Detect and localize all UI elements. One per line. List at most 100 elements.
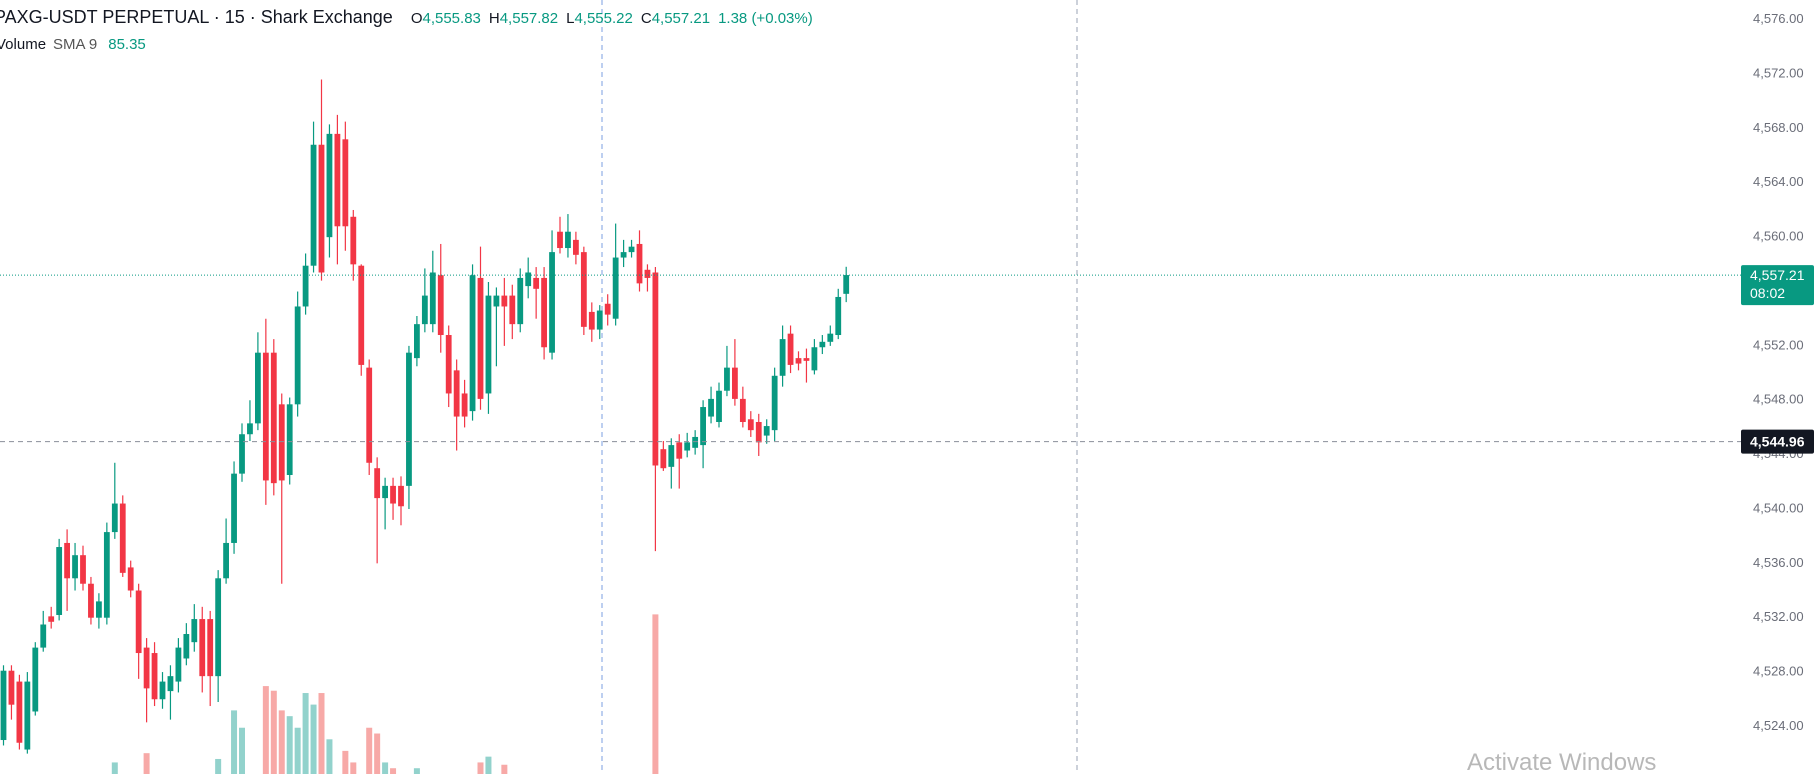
candle-body	[239, 434, 245, 474]
candle-body	[676, 442, 683, 459]
candle-body	[843, 275, 850, 294]
volume-bar	[382, 762, 389, 774]
candle-body	[501, 295, 508, 307]
volume-bar	[231, 710, 238, 774]
candle-body	[286, 404, 293, 476]
high-key: H	[488, 10, 500, 27]
crosshair-price-label: 4,544.96	[1750, 433, 1805, 449]
candle-body	[390, 485, 396, 504]
volume-name: Volume	[0, 36, 47, 53]
volume-bar	[366, 727, 373, 774]
volume-bar	[652, 614, 659, 774]
candle-body	[278, 404, 285, 481]
symbol-title: PAXG-USDT PERPETUAL · 15 · Shark Exchang…	[0, 7, 393, 27]
volume-bar	[286, 716, 293, 774]
y-tick-label: 4,532.00	[1753, 609, 1804, 624]
candle-body	[739, 398, 746, 422]
candle-body	[72, 555, 78, 579]
y-tick-label: 4,540.00	[1753, 500, 1804, 515]
y-tick-label: 4,560.00	[1753, 229, 1804, 244]
candle-body	[565, 231, 571, 249]
volume-bar	[278, 710, 285, 774]
candle-body	[549, 252, 555, 353]
candle-body	[724, 367, 730, 391]
candle-body	[127, 567, 134, 591]
candle-body	[199, 619, 206, 677]
y-tick-label: 4,572.00	[1753, 66, 1804, 81]
candle-body	[310, 144, 317, 266]
y-tick-label: 4,564.00	[1753, 174, 1804, 189]
candle-body	[56, 547, 63, 615]
candle-body	[596, 310, 603, 330]
candle-body	[366, 367, 373, 463]
candle-body	[708, 398, 714, 417]
candle-body	[573, 239, 579, 255]
candle-body	[167, 676, 174, 692]
candle-body	[477, 277, 484, 399]
candle-body	[732, 367, 738, 399]
candle-body	[644, 269, 651, 278]
low-key: L	[566, 10, 575, 27]
candle-body	[270, 352, 277, 484]
candle-body	[40, 624, 47, 648]
open-value: 4,555.83	[422, 10, 481, 27]
volume-bar	[270, 690, 277, 774]
candle-body	[803, 358, 810, 361]
candle-body	[32, 647, 39, 712]
candle-body	[231, 473, 237, 543]
candle-body	[414, 324, 420, 359]
candle-body	[111, 503, 118, 533]
candle-body	[151, 653, 158, 700]
last-price-box	[1741, 265, 1814, 306]
volume-bar	[374, 733, 381, 774]
candle-body	[453, 370, 460, 417]
volume-bar	[294, 727, 301, 774]
y-tick-label: 4,524.00	[1753, 718, 1804, 733]
candle-body	[755, 421, 762, 443]
candle-body	[660, 449, 667, 469]
candle-body	[255, 352, 261, 424]
candle-body	[557, 231, 563, 249]
candle-body	[795, 358, 802, 364]
y-tick-label: 4,576.00	[1753, 11, 1804, 26]
y-tick-label: 4,528.00	[1753, 664, 1804, 679]
volume-bar	[326, 739, 333, 774]
candle-body	[406, 352, 412, 486]
candle-body	[16, 681, 23, 743]
candle-body	[787, 333, 794, 365]
candle-body	[652, 272, 659, 466]
candle-body	[294, 306, 301, 405]
candle-body	[64, 542, 70, 579]
candle-body	[429, 272, 436, 325]
volume-bar	[239, 727, 245, 774]
candle-body	[191, 619, 198, 643]
candle-body	[223, 542, 229, 579]
countdown-label: 08:02	[1750, 285, 1785, 301]
candle-body	[668, 445, 675, 467]
candle-body	[350, 216, 357, 265]
close-key: C	[640, 10, 652, 27]
candle-body	[620, 252, 627, 258]
volume-sma: 85.35	[108, 36, 146, 53]
volume-bar	[477, 762, 484, 774]
candle-body	[215, 578, 222, 677]
candle-body	[159, 681, 166, 700]
volume-bar	[143, 753, 150, 774]
candle-body	[819, 341, 826, 348]
candle-body	[541, 277, 547, 348]
volume-indicator: SMA 9	[53, 36, 98, 53]
volume-bar	[302, 693, 309, 774]
volume-bar	[350, 762, 357, 774]
candle-body	[835, 296, 842, 336]
candle-body	[692, 436, 699, 448]
candle-body	[135, 590, 142, 654]
volume-bar	[342, 750, 349, 774]
volume-bar	[318, 693, 325, 774]
candle-body	[207, 619, 214, 677]
candle-body	[334, 133, 341, 227]
candle-body	[382, 485, 388, 499]
candle-body	[580, 252, 587, 327]
candle-body	[811, 347, 818, 371]
